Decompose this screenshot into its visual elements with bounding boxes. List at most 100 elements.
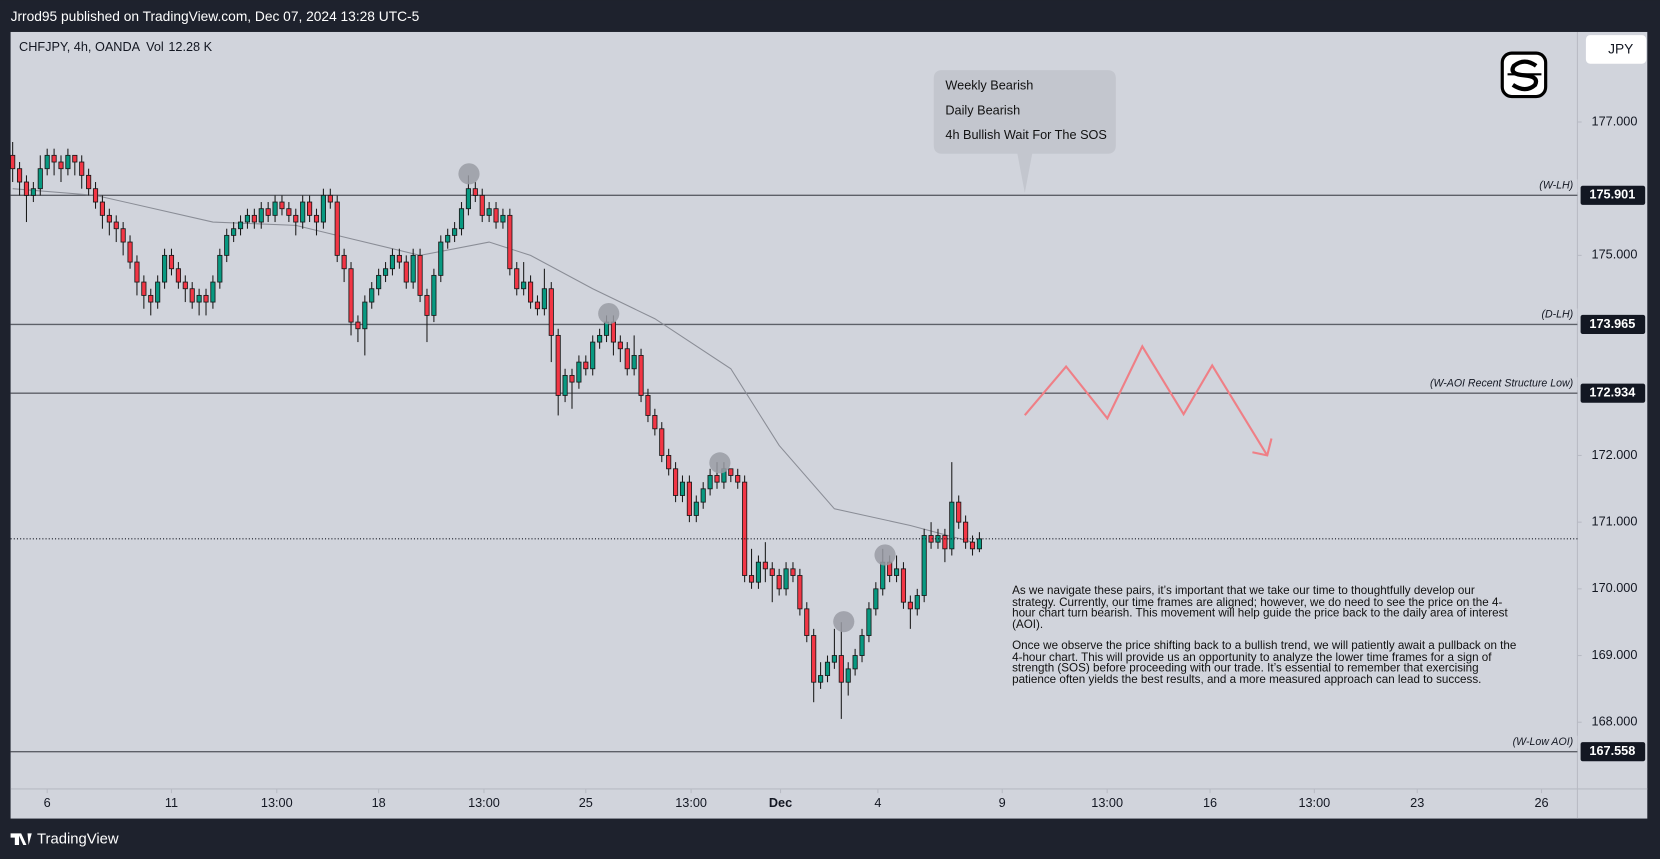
candle-body (479, 194, 485, 216)
candle-body (818, 675, 824, 683)
swing-markers (458, 163, 896, 633)
swing-marker (598, 302, 620, 325)
candle-body (845, 668, 851, 683)
candle-body (182, 281, 188, 290)
x-tick-label: 4 (874, 796, 881, 810)
y-tick-label: 172.000 (1592, 448, 1638, 462)
candle-body (307, 201, 313, 216)
candle-body (293, 214, 299, 223)
candle-body (583, 361, 589, 370)
callout-text: 4h Bullish Wait For The SOS (945, 128, 1106, 142)
candle-body (804, 608, 810, 636)
candle-body (472, 188, 478, 196)
candle-body (776, 575, 782, 590)
candle-body (210, 281, 216, 303)
candle-body (431, 274, 437, 316)
candle-body (921, 535, 927, 596)
candle-body (410, 254, 416, 283)
y-tick-label: 175.000 (1592, 248, 1638, 262)
x-tick-label: 25 (579, 796, 593, 810)
candle-body (465, 188, 471, 210)
level-label: (W-LH) (1539, 180, 1573, 192)
callout-text: Weekly Bearish (945, 78, 1033, 92)
price-label-box (1580, 185, 1646, 205)
candle-body (548, 288, 554, 336)
price-label-box (1580, 742, 1646, 762)
candle-body (500, 214, 506, 223)
candle-body (673, 468, 679, 496)
candle-body (203, 294, 209, 303)
candle-body (258, 208, 264, 223)
currency-button[interactable] (1585, 35, 1647, 64)
candle-body (824, 661, 831, 676)
analysis-paragraph: Once we observe the price shifting back … (1012, 639, 1517, 686)
candle-body (217, 254, 223, 283)
symbol: CHFJPY, 4h, OANDA (19, 40, 141, 54)
candle-body (334, 201, 340, 256)
x-tick-label: 13:00 (468, 796, 500, 810)
candle-body (86, 174, 92, 190)
candle-body (493, 208, 499, 223)
candle-body (155, 281, 161, 303)
candle-body (638, 354, 644, 396)
candle-body (700, 488, 706, 503)
candle-body (873, 588, 879, 610)
candle-body (10, 154, 16, 170)
y-tick-label: 169.000 (1592, 648, 1638, 662)
candle-body (37, 168, 43, 190)
footer-brand: TradingView (37, 832, 119, 848)
price-label: 173.965 (1589, 317, 1635, 331)
candle-body (376, 274, 382, 290)
candle-body (507, 214, 513, 270)
currency-label: JPY (1608, 42, 1633, 57)
candle-body (141, 281, 147, 296)
analysis-box: As we navigate these pairs, it’s importa… (1012, 585, 1517, 686)
price-label: 172.934 (1589, 386, 1635, 400)
candle-body (389, 254, 396, 270)
candle-body (714, 475, 720, 483)
candle-body (597, 334, 603, 343)
candle-body (92, 188, 99, 203)
candle-body (880, 561, 886, 590)
candle-body (348, 268, 354, 323)
candle-body (900, 568, 907, 603)
candle-body (113, 221, 119, 230)
price-label-box (1580, 314, 1646, 334)
analysis-paragraph: As we navigate these pairs, it’s importa… (1012, 585, 1508, 631)
candle-body (769, 568, 775, 576)
price-label: 167.558 (1589, 744, 1635, 758)
candle-body (852, 655, 858, 670)
x-tick-label: 13:00 (261, 796, 293, 810)
candle-body (956, 501, 962, 523)
volume-value: 12.28 K (168, 40, 212, 54)
candle-body (666, 455, 672, 470)
candle-body (486, 208, 492, 216)
candle-body (555, 334, 561, 396)
y-tick-label: 171.000 (1592, 515, 1638, 529)
candle-body (610, 321, 616, 343)
candle-body (631, 354, 637, 370)
level-label-bg (1535, 179, 1578, 193)
candle-body (686, 481, 692, 516)
candle-body (521, 281, 527, 290)
callout-box (933, 70, 1116, 193)
candle-body (445, 234, 451, 243)
candle-body (369, 288, 375, 303)
candle-body (99, 201, 105, 216)
candle-body (452, 228, 458, 236)
candle-body (762, 561, 768, 570)
x-tick-label: 13:00 (1298, 796, 1330, 810)
candle-body (313, 214, 320, 223)
candle-body (652, 415, 658, 430)
x-tick-label: 23 (1410, 796, 1424, 810)
level-label: (W-AOI Recent Structure Low) (1430, 377, 1573, 389)
candle-body (783, 568, 789, 590)
candle-body (341, 254, 347, 270)
candle-body (458, 208, 465, 230)
price-label: 175.901 (1589, 188, 1635, 202)
x-tick-label: 13:00 (675, 796, 707, 810)
candle-body (320, 194, 326, 223)
header: Jrrod95 published on TradingView.com, De… (11, 9, 420, 24)
candle-body (417, 254, 423, 296)
